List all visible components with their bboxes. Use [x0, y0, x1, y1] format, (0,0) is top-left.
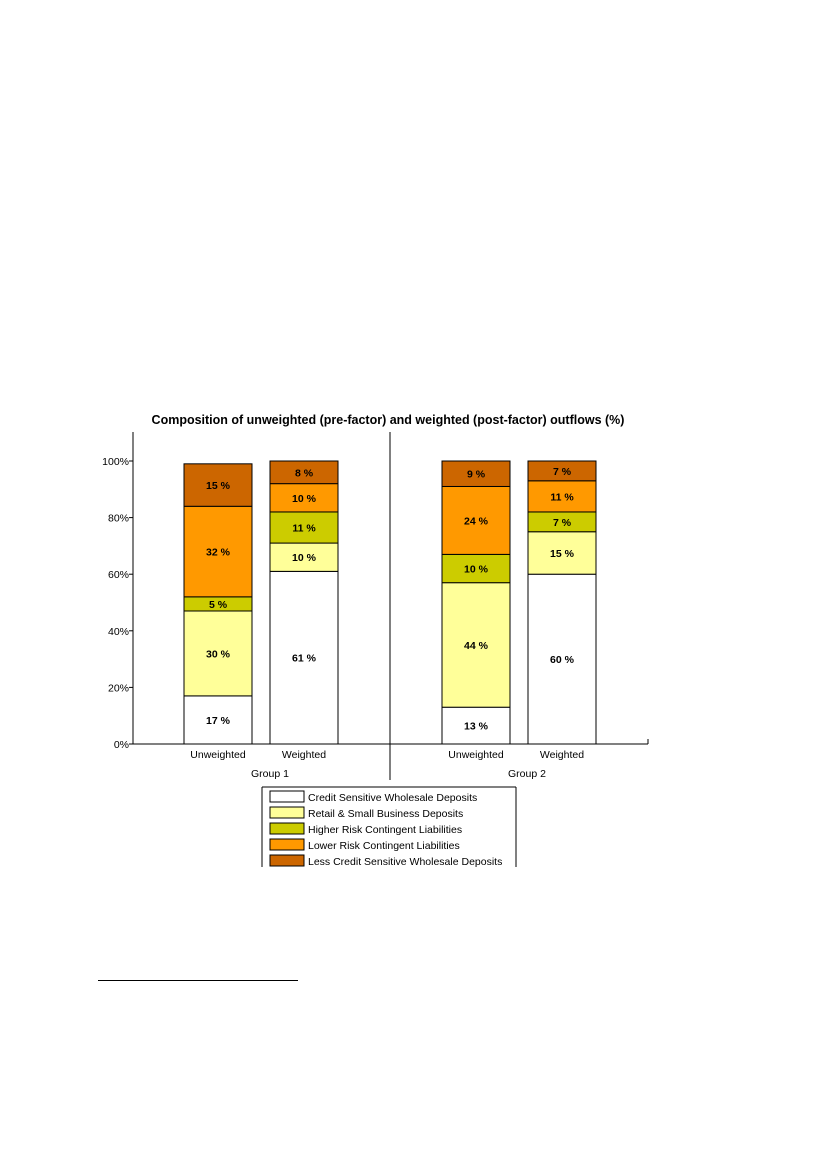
legend-swatch	[269, 806, 305, 819]
x-tick-label: Weighted	[282, 749, 326, 761]
data-label: 30 %	[206, 648, 231, 660]
x-tick-label: Unweighted	[448, 749, 504, 761]
data-label: 17 %	[206, 715, 231, 727]
data-label: 7 %	[553, 517, 572, 529]
data-label: 5 %	[209, 599, 228, 611]
data-label: 11 %	[292, 523, 316, 535]
bar-segment	[183, 695, 253, 745]
axes: 0% 20% 40% 60% 80% 100% Unweighted Weighted Unwe…	[102, 432, 649, 780]
legend-swatch	[269, 854, 305, 867]
data-label: 10 %	[292, 552, 317, 564]
data-label: 60 %	[550, 654, 575, 666]
footnote-rule	[98, 980, 298, 981]
data-label: 15 %	[550, 548, 575, 560]
bar-segment	[527, 460, 597, 482]
y-tick-label: 60%	[108, 569, 129, 581]
legend-swatch	[269, 838, 305, 851]
data-label: 61 %	[292, 653, 317, 665]
x-tick-label: Unweighted	[190, 749, 246, 761]
bar-segment	[269, 570, 339, 745]
data-label: 8 %	[295, 467, 314, 479]
bars: 17 % 61 % 13 % 60 % 30 % 10 % 44 % 15 % 5 % 11 % 1…	[183, 460, 597, 745]
legend-label: Lower Risk Contingent Liabilities	[308, 840, 460, 852]
bar-segment	[269, 511, 339, 544]
data-label: 44 %	[464, 640, 489, 652]
group-label: Group 2	[508, 768, 546, 780]
bar-segment	[269, 483, 339, 513]
bar-segment	[441, 582, 511, 708]
data-label: 10 %	[464, 564, 489, 576]
data-label: 9 %	[467, 469, 486, 481]
bar-segment	[441, 460, 511, 487]
bar-segment	[269, 460, 339, 485]
bar-segment	[269, 542, 339, 572]
data-label: 11 %	[550, 491, 574, 503]
legend-label: Less Credit Sensitive Wholesale Deposits	[308, 856, 502, 868]
data-label: 7 %	[553, 466, 572, 478]
legend: Credit Sensitive Wholesale Deposits Retai…	[261, 786, 517, 868]
x-tick-label: Weighted	[540, 749, 584, 761]
bar-segment	[441, 485, 511, 555]
legend-swatch	[269, 822, 305, 835]
y-tick-label: 0%	[114, 739, 129, 751]
y-tick-label: 100%	[102, 456, 129, 468]
legend-label: Credit Sensitive Wholesale Deposits	[308, 792, 477, 804]
legend-label: Retail & Small Business Deposits	[308, 808, 463, 820]
y-tick-label: 20%	[108, 682, 129, 694]
group-label: Group 1	[251, 768, 289, 780]
y-tick-label: 80%	[108, 513, 129, 525]
bar-segment	[441, 553, 511, 584]
bar-segment	[183, 610, 253, 697]
bar-segment	[527, 573, 597, 745]
chart-title: Composition of unweighted (pre-factor) a…	[152, 413, 625, 427]
bar-segment	[183, 463, 253, 507]
bar-segment	[527, 531, 597, 575]
data-label: 10 %	[292, 493, 317, 505]
y-tick-label: 40%	[108, 626, 129, 638]
legend-label: Higher Risk Contingent Liabilities	[308, 824, 462, 836]
data-label: 24 %	[464, 515, 489, 527]
data-label: 15 %	[206, 480, 231, 492]
bar-segment	[527, 480, 597, 513]
data-label: 32 %	[206, 547, 231, 559]
legend-swatch	[269, 790, 305, 803]
data-label: 13 %	[464, 721, 489, 733]
